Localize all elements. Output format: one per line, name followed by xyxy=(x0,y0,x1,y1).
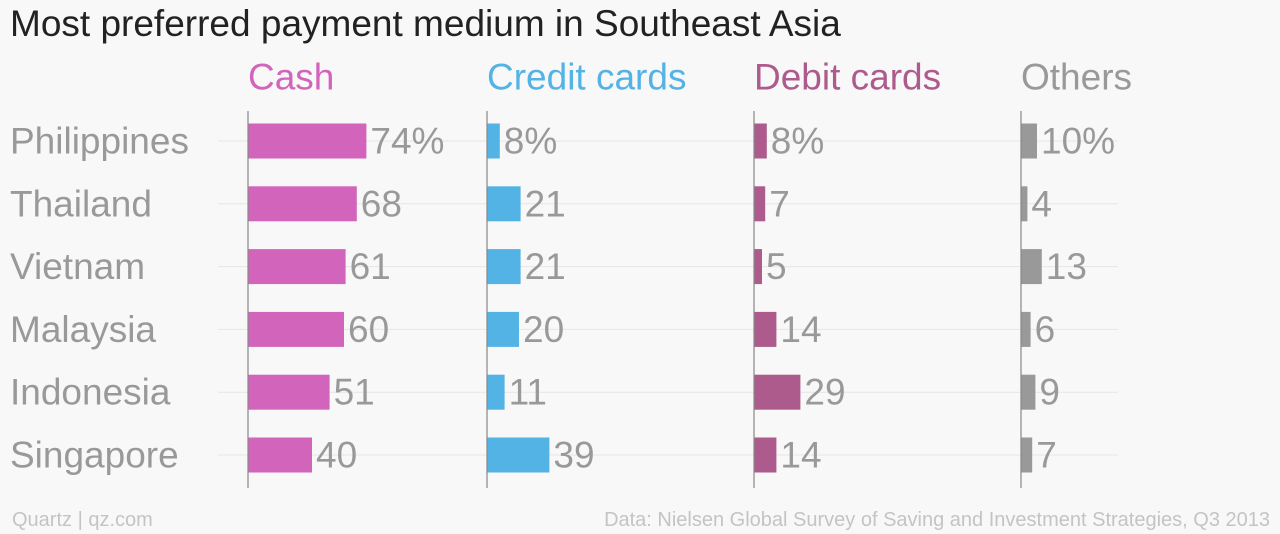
bar xyxy=(248,311,344,347)
value-label: 9 xyxy=(1039,372,1060,413)
bar xyxy=(248,186,357,222)
value-label: 5 xyxy=(766,246,787,287)
bar xyxy=(754,311,777,347)
value-label: 10% xyxy=(1041,121,1115,162)
bar xyxy=(487,311,519,347)
value-label: 7 xyxy=(769,183,790,224)
bar xyxy=(248,249,346,285)
value-label: 21 xyxy=(525,246,566,287)
category-label: Malaysia xyxy=(10,309,156,350)
bar xyxy=(754,374,801,410)
bar xyxy=(1021,374,1036,410)
bar xyxy=(487,186,521,222)
footer-credit: Quartz | qz.com xyxy=(12,509,153,531)
value-label: 40 xyxy=(316,435,357,476)
bar xyxy=(754,249,762,285)
bar xyxy=(1021,437,1033,473)
series-header: Others xyxy=(1021,57,1132,98)
bar xyxy=(754,123,767,159)
value-label: 14 xyxy=(780,435,821,476)
bar xyxy=(1021,186,1028,222)
bar xyxy=(1021,123,1037,159)
value-label: 7 xyxy=(1036,435,1057,476)
bar xyxy=(754,437,777,473)
value-label: 61 xyxy=(350,246,391,287)
bar xyxy=(248,437,312,473)
category-label: Philippines xyxy=(10,121,189,162)
value-label: 8% xyxy=(771,121,824,162)
value-label: 29 xyxy=(804,372,845,413)
series-header: Debit cards xyxy=(754,57,941,98)
value-label: 51 xyxy=(334,372,375,413)
value-label: 13 xyxy=(1046,246,1087,287)
category-label: Vietnam xyxy=(10,246,145,287)
bar xyxy=(487,374,505,410)
bar xyxy=(487,123,500,159)
footer-source: Data: Nielsen Global Survey of Saving an… xyxy=(604,509,1270,531)
chart-title: Most preferred payment medium in Southea… xyxy=(10,3,841,44)
value-label: 68 xyxy=(361,183,402,224)
bar xyxy=(754,186,766,222)
value-label: 20 xyxy=(523,309,564,350)
bar xyxy=(1021,311,1031,347)
value-label: 8% xyxy=(504,121,557,162)
value-label: 4 xyxy=(1031,183,1052,224)
category-label: Singapore xyxy=(10,435,179,476)
value-label: 14 xyxy=(780,309,821,350)
bar xyxy=(487,249,521,285)
value-label: 21 xyxy=(525,183,566,224)
bar xyxy=(248,123,367,159)
value-label: 6 xyxy=(1035,309,1056,350)
value-label: 60 xyxy=(348,309,389,350)
value-label: 39 xyxy=(553,435,594,476)
bar xyxy=(487,437,550,473)
category-label: Thailand xyxy=(10,183,152,224)
series-header: Credit cards xyxy=(487,57,686,98)
series-header: Cash xyxy=(248,57,334,98)
category-label: Indonesia xyxy=(10,372,171,413)
bar xyxy=(1021,249,1042,285)
bar xyxy=(248,374,330,410)
value-label: 74% xyxy=(370,121,444,162)
value-label: 11 xyxy=(509,372,547,413)
